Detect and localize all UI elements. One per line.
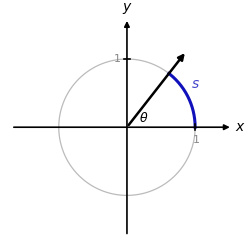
- Text: 1: 1: [193, 135, 200, 145]
- Text: y: y: [123, 0, 131, 14]
- Text: 1: 1: [114, 54, 121, 64]
- Text: s: s: [192, 77, 199, 91]
- Text: θ: θ: [140, 112, 148, 125]
- Text: x: x: [235, 120, 244, 134]
